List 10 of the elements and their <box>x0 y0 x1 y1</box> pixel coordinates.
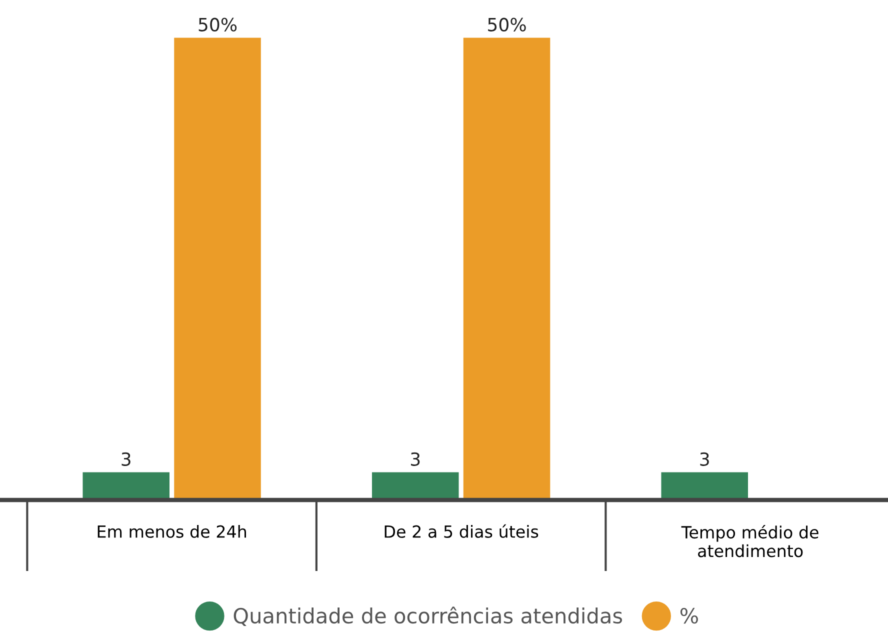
x-tick-label: De 2 a 5 dias úteis <box>384 524 538 538</box>
legend-label: % <box>680 608 698 624</box>
x-tick-label: Tempo médio de atendimento <box>681 525 818 558</box>
legend-label: Quantidade de ocorrências atendidas <box>234 606 622 626</box>
data-label: 50% <box>198 18 237 32</box>
data-label: 3 <box>122 452 130 466</box>
x-tick-label: Em menos de 24h <box>98 525 246 538</box>
data-label: 3 <box>700 452 709 466</box>
data-label: 50% <box>488 18 526 32</box>
data-label: 3 <box>410 452 420 466</box>
